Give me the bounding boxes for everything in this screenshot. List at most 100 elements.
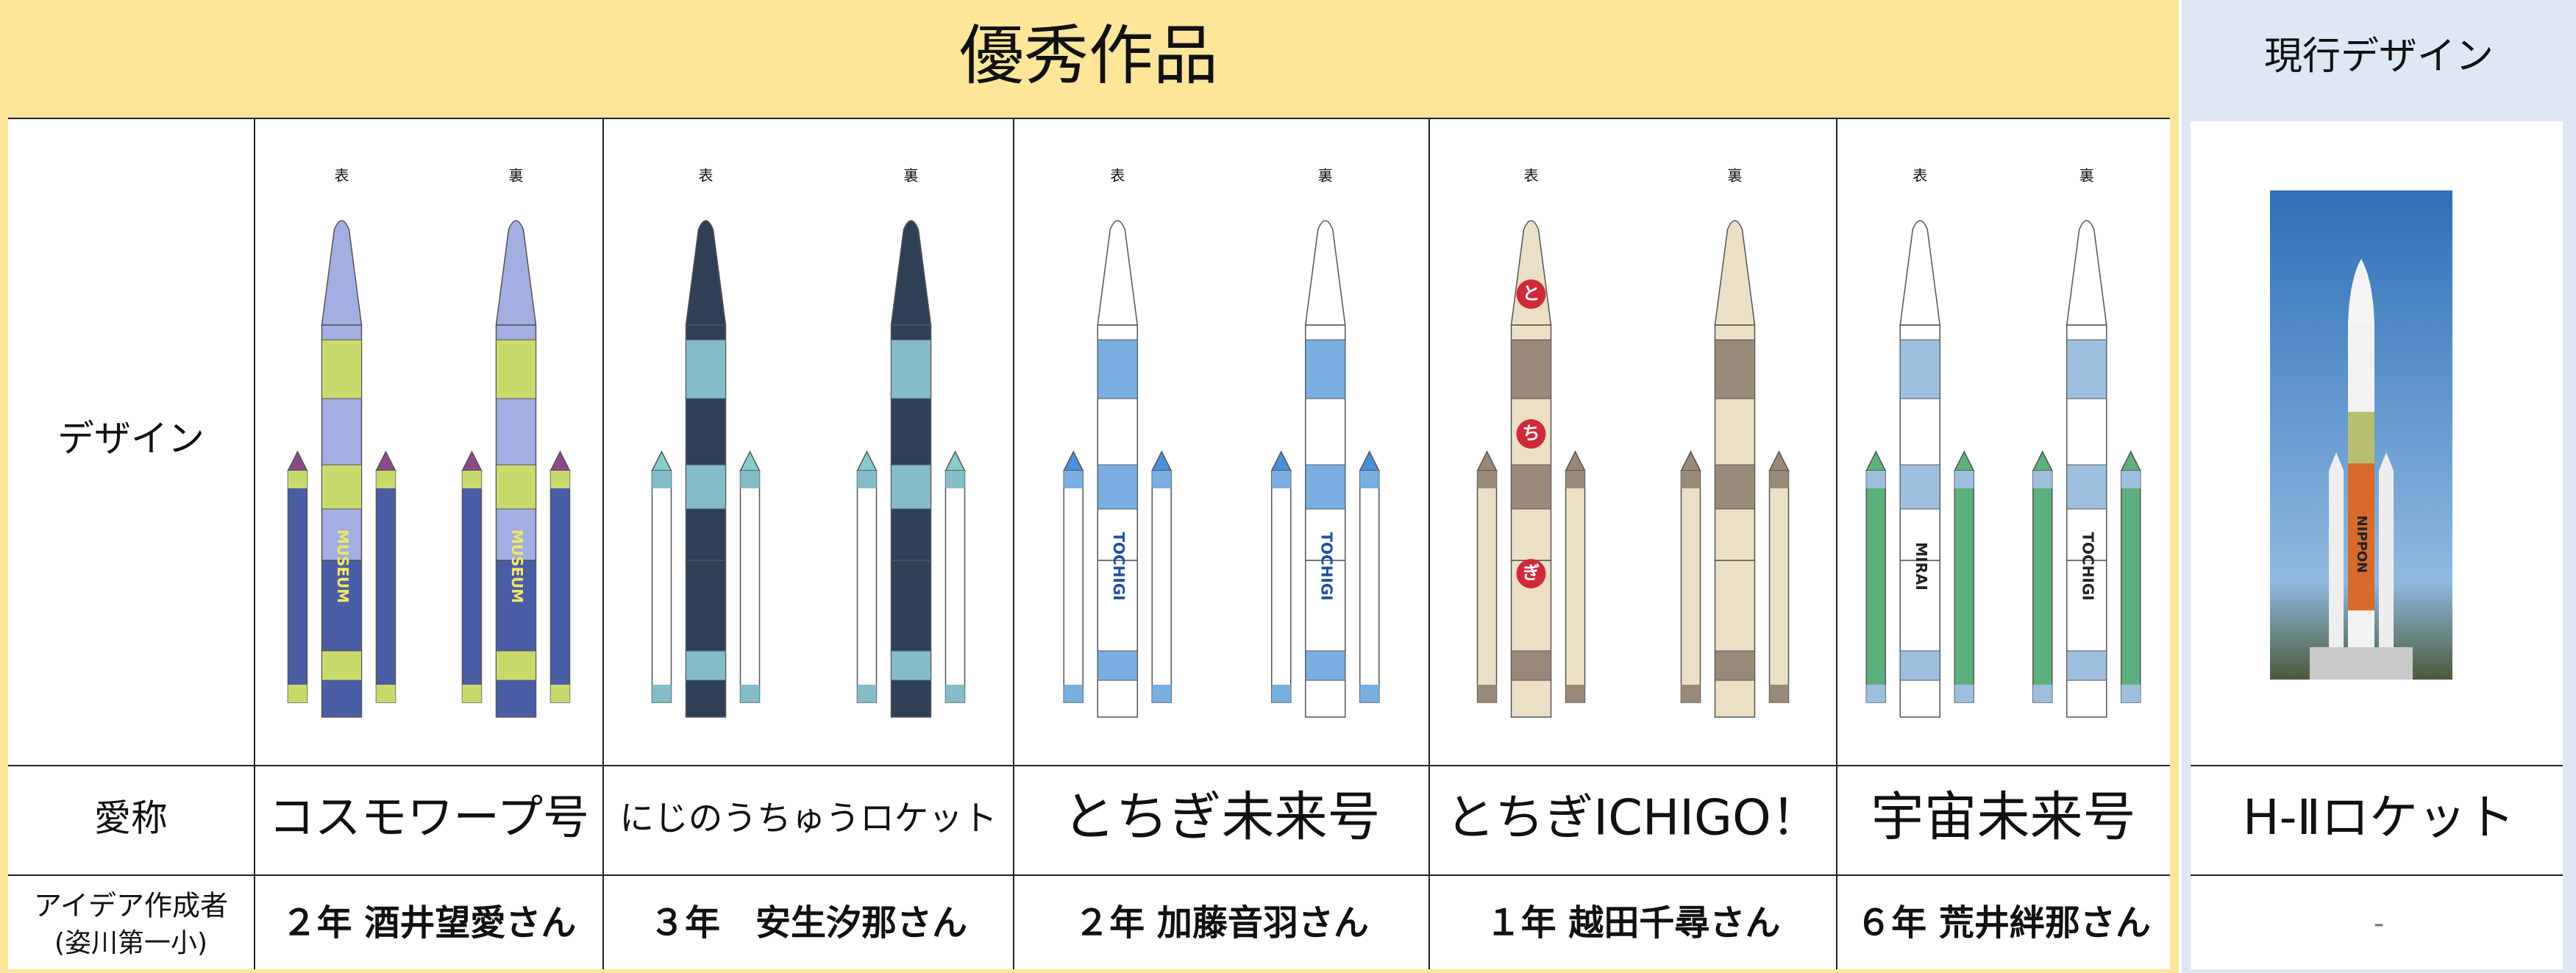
booster-band	[945, 471, 965, 488]
booster-band	[376, 471, 396, 488]
body	[1899, 560, 1940, 718]
rocket-badge	[1516, 559, 1546, 588]
side-label: 表	[1913, 167, 1927, 185]
rocket-text: ぎ	[1523, 563, 1540, 583]
nickname: とちぎ未来号	[1062, 786, 1380, 848]
booster	[1063, 470, 1084, 703]
side-label: 表	[335, 167, 349, 185]
side-label: 裏	[1318, 167, 1333, 185]
header-title: 優秀作品	[959, 18, 1218, 93]
nose	[1899, 220, 1941, 326]
band	[1511, 650, 1551, 681]
booster	[2121, 470, 2141, 703]
rocket: TOCHIGI	[1063, 220, 1173, 718]
booster	[1768, 470, 1790, 703]
body	[685, 560, 727, 718]
band	[1097, 464, 1138, 510]
nose	[685, 220, 727, 326]
band	[496, 464, 536, 510]
row-label: 愛称	[94, 797, 168, 840]
rocket: MIRAI	[1865, 220, 1975, 718]
booster-band	[1271, 471, 1291, 488]
author: ２年 加藤音羽さん	[1074, 902, 1369, 944]
booster-band	[1359, 685, 1379, 702]
rocket	[856, 220, 966, 718]
body	[1097, 560, 1138, 718]
nose	[1097, 220, 1139, 326]
booster-band	[857, 685, 877, 702]
booster	[1151, 470, 1172, 703]
rocket	[1680, 220, 1790, 718]
rocket-text: と	[1523, 283, 1540, 304]
booster-band	[1359, 471, 1379, 488]
photo-text: NIPPON	[2354, 516, 2369, 574]
booster	[739, 470, 761, 703]
band	[891, 339, 931, 399]
band	[1305, 339, 1346, 399]
band	[2066, 464, 2107, 510]
booster-band	[652, 471, 672, 488]
rocket: TOCHIGI	[2032, 220, 2141, 718]
booster-band	[2121, 471, 2141, 488]
booster-band	[462, 685, 482, 702]
rocket-text: TOCHIGI	[1317, 532, 1335, 600]
band	[1715, 650, 1755, 681]
side-label: 裏	[1728, 167, 1743, 185]
booster-band	[288, 685, 307, 702]
row-label: アイデア作成者	[34, 890, 228, 922]
nickname: 宇宙未来号	[1871, 786, 2135, 848]
band	[2066, 650, 2107, 681]
booster-band	[1271, 685, 1291, 702]
side-label: 裏	[904, 167, 919, 185]
body	[1714, 560, 1756, 718]
body	[890, 560, 932, 718]
body	[2066, 560, 2107, 718]
rocket	[651, 220, 761, 718]
band	[686, 464, 726, 510]
row-label: デザイン	[57, 418, 204, 460]
booster	[1359, 470, 1380, 703]
booster	[944, 470, 966, 703]
booster	[1865, 470, 1886, 703]
current-author: -	[2374, 907, 2384, 941]
booster-band	[1152, 685, 1172, 702]
nickname: コスモワープ号	[268, 791, 589, 844]
booster-band	[2121, 685, 2141, 702]
band	[1511, 464, 1551, 510]
side-label: 裏	[2079, 167, 2094, 185]
booster-band	[1152, 471, 1172, 488]
band	[321, 650, 362, 681]
rocket-badge	[1516, 279, 1546, 309]
author: ３年 安生汐那さん	[650, 902, 967, 944]
current-title: 現行デザイン	[2264, 35, 2494, 79]
band	[2066, 339, 2107, 399]
booster	[2032, 470, 2053, 703]
band	[496, 339, 536, 399]
booster	[287, 470, 308, 703]
booster-band	[1064, 685, 1084, 702]
band	[1305, 464, 1346, 510]
booster	[375, 470, 396, 703]
rocket: とちぎ	[1476, 220, 1586, 718]
booster-band	[1954, 471, 1974, 488]
booster-band	[1477, 471, 1497, 488]
band	[1097, 650, 1138, 681]
booster	[651, 470, 672, 703]
nose	[2066, 220, 2107, 326]
band	[1715, 464, 1755, 510]
booster-band	[740, 685, 760, 702]
booster	[1954, 470, 1974, 703]
rocket-text: ち	[1523, 423, 1540, 443]
booster-band	[1477, 685, 1497, 702]
booster-band	[550, 471, 570, 488]
booster-band	[1769, 685, 1789, 702]
row-note: (姿川第一小)	[54, 928, 207, 958]
band	[496, 650, 536, 681]
current-nickname: H-Ⅱロケット	[2243, 789, 2515, 846]
band	[1715, 339, 1755, 399]
band	[686, 650, 726, 681]
booster-band	[1681, 471, 1701, 488]
nose	[321, 220, 363, 326]
nose	[1304, 220, 1346, 326]
